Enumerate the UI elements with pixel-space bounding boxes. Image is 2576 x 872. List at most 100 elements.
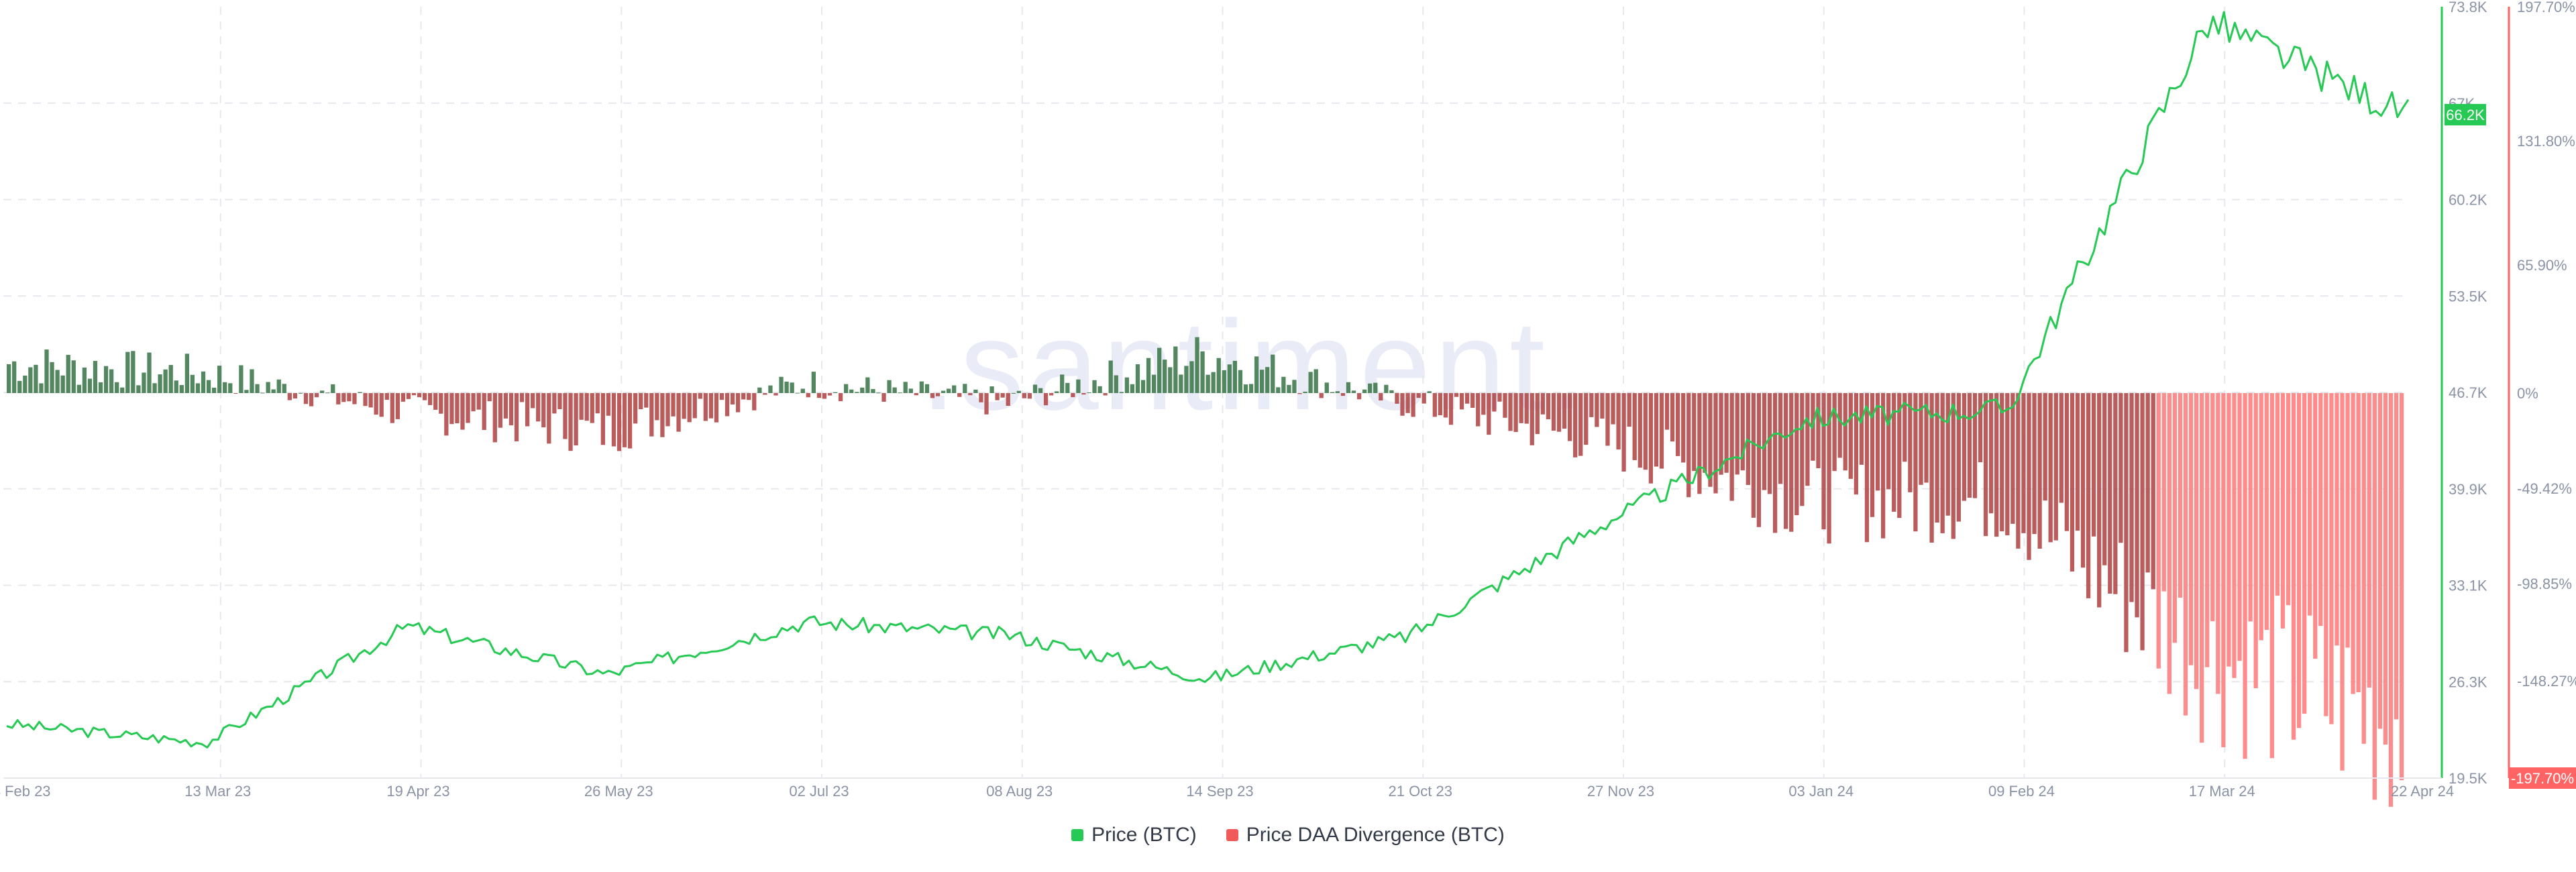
price-tick-label: 26.3K [2449, 673, 2487, 690]
divergence-bar [460, 393, 465, 430]
divergence-bar [816, 393, 822, 398]
divergence-bar [498, 393, 502, 428]
divergence-bar [2372, 393, 2377, 800]
divergence-tick-label: -148.27% [2517, 673, 2576, 690]
divergence-bar [947, 388, 951, 393]
divergence-bar [168, 365, 173, 393]
price-line [6, 11, 2410, 749]
divergence-bar [1487, 393, 1491, 435]
divergence-bar [87, 378, 93, 393]
divergence-bar [1562, 393, 1567, 429]
divergence-bar [639, 393, 643, 410]
divergence-bar [1713, 393, 1718, 494]
divergence-tick-label: 65.90% [2517, 257, 2567, 274]
divergence-bar [298, 392, 303, 394]
divergence-bar [136, 385, 141, 393]
divergence-bar [1038, 388, 1043, 393]
divergence-bar [1962, 393, 1967, 501]
divergence-bar [1686, 393, 1691, 498]
divergence-bar [2183, 393, 2188, 716]
divergence-bar [2296, 393, 2302, 728]
divergence-bar [2259, 393, 2263, 641]
tick-labels: 73.8K67K60.2K53.5K46.7K39.9K33.1K26.3K19… [0, 0, 2576, 800]
divergence-bar [1000, 393, 1005, 398]
divergence-bar [1778, 393, 1783, 484]
divergence-bar [525, 393, 530, 427]
divergence-bar [482, 393, 486, 430]
divergence-bar [860, 387, 865, 393]
x-tick-label: 26 May 23 [584, 783, 653, 800]
divergence-bar [2124, 393, 2129, 653]
divergence-bar [1179, 374, 1183, 393]
divergence-bar [109, 369, 114, 393]
divergence-bar [611, 393, 616, 447]
divergence-bar [433, 393, 438, 410]
divergence-bar [1708, 393, 1713, 487]
divergence-bar [2377, 393, 2383, 729]
divergence-bar [1416, 393, 1421, 398]
divergence-bar [989, 386, 994, 393]
divergence-bar [973, 389, 978, 393]
divergence-bar [1200, 351, 1205, 393]
divergence-bar [1880, 393, 1886, 539]
divergence-bar [2356, 393, 2361, 693]
divergence-bar [206, 380, 211, 393]
divergence-bar [17, 380, 22, 393]
axes [3, 7, 2510, 779]
x-tick-label: 13 Mar 23 [184, 783, 251, 800]
x-tick-label: 14 Sep 23 [1186, 783, 1253, 800]
divergence-bar [39, 383, 44, 393]
divergence-bar [908, 388, 913, 393]
divergence-bar [1395, 393, 1399, 404]
divergence-bar [2334, 393, 2339, 646]
divergence-bar [1448, 393, 1454, 425]
divergence-bar [1432, 393, 1437, 417]
divergence-bar [2167, 393, 2171, 694]
current-price-label: 66.2K [2446, 107, 2485, 123]
divergence-bar [1719, 393, 1723, 475]
price-tick-label: 33.1K [2449, 578, 2487, 594]
divergence-bar [1205, 374, 1210, 393]
divergence-bar [1972, 393, 1978, 498]
divergence-bar [1854, 393, 1858, 495]
legend-item-price[interactable]: Price (BTC) [1071, 824, 1197, 847]
divergence-bar [76, 384, 81, 393]
divergence-bar [1232, 360, 1238, 393]
divergence-bar [1119, 392, 1124, 393]
divergence-bar [1087, 392, 1091, 393]
divergence-bar [622, 393, 627, 447]
x-tick-label: 02 Jul 23 [789, 783, 849, 800]
divergence-bar [352, 393, 357, 404]
divergence-bar [1497, 393, 1502, 402]
divergence-tick-label: 0% [2517, 385, 2538, 402]
divergence-bar [606, 393, 611, 416]
divergence-bar [1784, 393, 1788, 529]
divergence-bar [1540, 393, 1545, 415]
divergence-bar [2205, 393, 2210, 667]
divergence-bar [341, 393, 346, 402]
x-tick-label: 04 Feb 23 [0, 783, 51, 800]
divergence-bar [2151, 393, 2155, 590]
divergence-bar [2027, 393, 2031, 560]
divergence-bar [1189, 361, 1194, 393]
divergence-bar [616, 393, 622, 451]
divergence-bar [655, 393, 659, 421]
divergence-bar [2394, 393, 2399, 720]
divergence-bar [244, 390, 249, 393]
divergence-bar [2080, 393, 2086, 568]
divergence-bar [233, 393, 238, 394]
divergence-bar [1535, 393, 1540, 435]
divergence-bar [1951, 393, 1955, 539]
divergence-bar [1276, 387, 1281, 393]
divergence-bar [1340, 393, 1346, 396]
divergence-bar [2226, 393, 2231, 667]
divergence-bar [1800, 393, 1805, 506]
divergence-bar [439, 393, 443, 414]
divergence-bar [536, 393, 541, 422]
divergence-bar [757, 387, 762, 393]
legend-item-divergence[interactable]: Price DAA Divergence (BTC) [1226, 824, 1505, 847]
legend-label-divergence: Price DAA Divergence (BTC) [1246, 824, 1505, 846]
divergence-bar [1595, 393, 1599, 427]
divergence-bar [676, 393, 681, 432]
divergence-bar [1864, 393, 1870, 543]
